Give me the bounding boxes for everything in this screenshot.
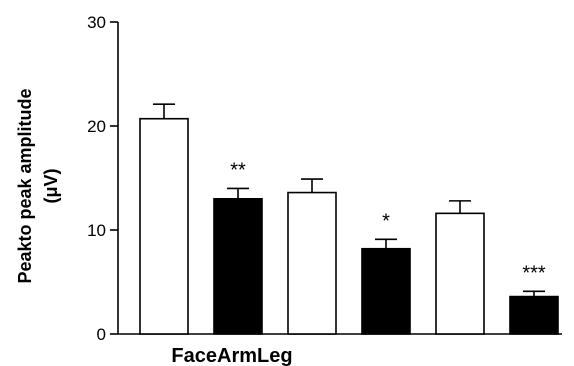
bar — [361, 247, 411, 335]
bar — [287, 191, 337, 335]
y-axis: 0 10 20 30 — [87, 13, 119, 344]
bar — [213, 198, 263, 335]
y-tick-label: 20 — [87, 117, 106, 136]
y-axis-label-line1: Peakto peak amplitude — [15, 88, 35, 283]
y-tick-label: 30 — [87, 13, 106, 32]
significance-marker: * — [382, 210, 390, 232]
bar — [509, 295, 559, 335]
y-tick-label: 0 — [97, 325, 106, 344]
y-tick-label: 10 — [87, 221, 106, 240]
y-axis-label-line2: (μV) — [41, 168, 61, 203]
x-axis-label: FaceArmLeg — [171, 345, 292, 366]
significance-marker: ** — [230, 159, 246, 181]
y-axis-label: Peakto peak amplitude (μV) — [15, 88, 61, 283]
significance-marker: *** — [522, 262, 546, 284]
bar — [139, 117, 189, 335]
bars: ****** — [139, 103, 559, 335]
bar — [435, 212, 485, 335]
